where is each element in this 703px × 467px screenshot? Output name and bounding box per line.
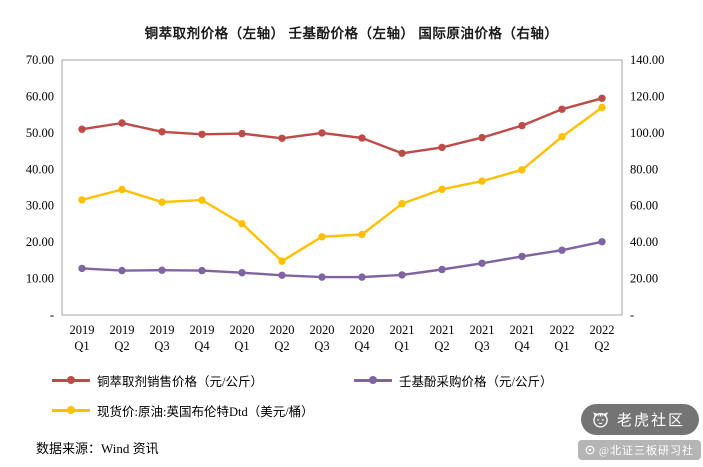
- legend-item-nonylphenol: 壬基酚采购价格（元/公斤）: [354, 371, 552, 389]
- svg-text:Q4: Q4: [194, 339, 210, 353]
- svg-text:Q2: Q2: [434, 339, 449, 353]
- legend-item-brent-crude: 现货价:原油:英国布伦特Dtd（美元/桶）: [52, 401, 314, 419]
- svg-text:2021: 2021: [470, 323, 495, 337]
- tiger-face-icon: [591, 410, 610, 429]
- svg-text:10.00: 10.00: [26, 272, 54, 286]
- svg-text:60.00: 60.00: [26, 89, 54, 103]
- svg-text:2020: 2020: [230, 323, 255, 337]
- svg-text:2019: 2019: [70, 323, 95, 337]
- svg-text:Q1: Q1: [234, 339, 249, 353]
- svg-text:-: -: [50, 308, 54, 322]
- svg-text:80.00: 80.00: [630, 162, 658, 176]
- svg-text:2020: 2020: [350, 323, 375, 337]
- svg-text:Q4: Q4: [354, 339, 370, 353]
- svg-text:2020: 2020: [310, 323, 335, 337]
- legend-label: 现货价:原油:英国布伦特Dtd（美元/桶）: [97, 404, 314, 419]
- svg-text:2022: 2022: [590, 323, 615, 337]
- svg-text:50.00: 50.00: [26, 126, 54, 140]
- watermark-label: 老虎社区: [616, 413, 685, 429]
- svg-text:2019: 2019: [150, 323, 175, 337]
- svg-text:2020: 2020: [270, 323, 295, 337]
- svg-text:120.00: 120.00: [630, 89, 664, 103]
- tiger-community-watermark: 老虎社区: [580, 404, 699, 435]
- svg-text:2019: 2019: [190, 323, 215, 337]
- svg-text:40.00: 40.00: [630, 235, 658, 249]
- svg-text:2022: 2022: [550, 323, 575, 337]
- svg-text:40.00: 40.00: [26, 162, 54, 176]
- legend-label: 壬基酚采购价格（元/公斤）: [399, 374, 553, 389]
- svg-text:Q4: Q4: [514, 339, 530, 353]
- community-badge: @北证三板研习社: [577, 440, 701, 460]
- svg-text:Q1: Q1: [554, 339, 569, 353]
- svg-text:2021: 2021: [390, 323, 415, 337]
- svg-text:Q2: Q2: [114, 339, 129, 353]
- legend-label: 铜萃取剂销售价格（元/公斤）: [97, 374, 263, 389]
- svg-text:Q3: Q3: [154, 339, 169, 353]
- svg-text:Q1: Q1: [394, 339, 409, 353]
- chart-title: 铜萃取剂价格（左轴） 壬基酚价格（左轴） 国际原油价格（右轴）: [144, 26, 559, 41]
- svg-text:140.00: 140.00: [630, 53, 664, 67]
- svg-text:Q3: Q3: [314, 339, 329, 353]
- svg-text:-: -: [630, 308, 634, 322]
- svg-text:20.00: 20.00: [630, 272, 658, 286]
- legend-line-marker-yellow: [52, 404, 90, 416]
- svg-text:Q2: Q2: [274, 339, 289, 353]
- svg-text:2021: 2021: [430, 323, 455, 337]
- badge-logo-icon: [585, 445, 595, 455]
- svg-text:Q1: Q1: [74, 339, 89, 353]
- legend-item-copper-extractant: 铜萃取剂销售价格（元/公斤）: [52, 371, 263, 389]
- svg-text:30.00: 30.00: [26, 199, 54, 213]
- svg-text:2019: 2019: [110, 323, 135, 337]
- legend-line-marker-purple: [354, 374, 392, 386]
- svg-text:60.00: 60.00: [630, 199, 658, 213]
- line-chart: 70.00 60.00 50.00 40.00 30.00 20.00 10.00 - 140.…: [26, 53, 665, 353]
- svg-text:70.00: 70.00: [26, 53, 54, 67]
- svg-text:Q3: Q3: [474, 339, 489, 353]
- badge-label: @北证三板研习社: [598, 445, 694, 457]
- svg-text:100.00: 100.00: [630, 126, 664, 140]
- svg-text:2021: 2021: [510, 323, 535, 337]
- data-source: 数据来源：Wind 资讯: [36, 441, 159, 456]
- svg-text:Q2: Q2: [594, 339, 609, 353]
- svg-text:20.00: 20.00: [26, 235, 54, 249]
- legend-line-marker-red: [52, 374, 90, 386]
